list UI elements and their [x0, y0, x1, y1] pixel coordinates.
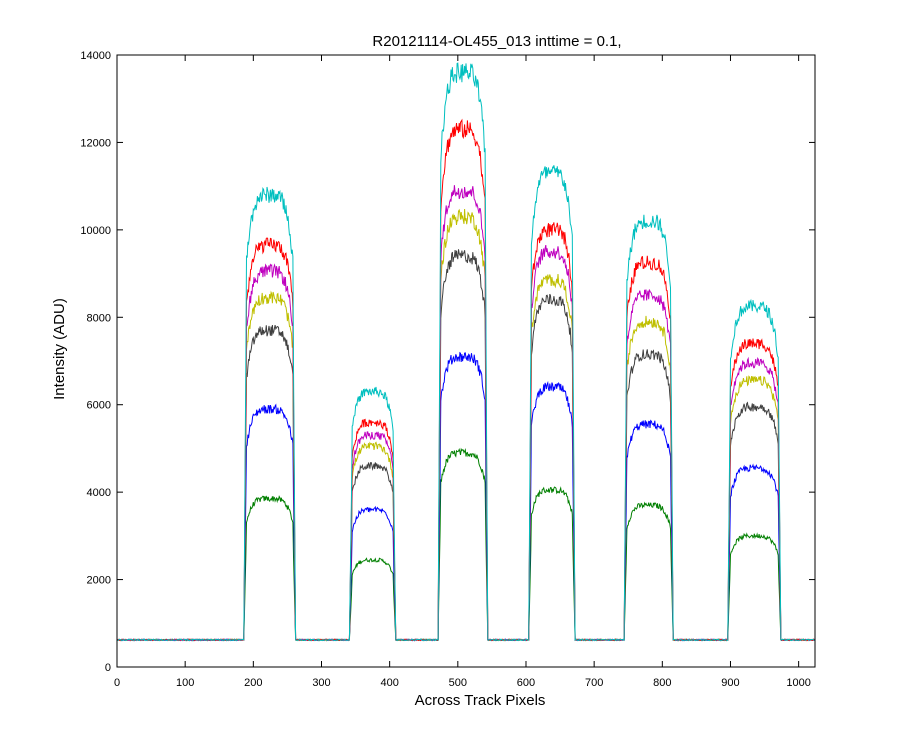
y-tick-label: 4000 — [87, 487, 111, 499]
y-tick-label: 8000 — [87, 312, 111, 324]
x-axis-label: Across Track Pixels — [415, 692, 546, 709]
y-tick-label: 2000 — [87, 575, 111, 587]
y-tick-label: 6000 — [87, 400, 111, 412]
x-tick-label: 700 — [585, 677, 603, 689]
series-line-1 — [116, 447, 816, 642]
series-line-2 — [117, 351, 816, 642]
x-tick-label: 1000 — [786, 677, 810, 689]
y-tick-label: 10000 — [80, 225, 111, 237]
chart-title: R20121114-OL455_013 inttime = 0.1, — [372, 33, 621, 50]
series-line-6 — [116, 118, 816, 642]
x-tick-label: 300 — [312, 677, 330, 689]
x-tick-label: 0 — [114, 677, 120, 689]
axes-box — [116, 54, 816, 668]
y-tick-label: 14000 — [80, 50, 111, 62]
x-tick-label: 500 — [449, 677, 467, 689]
x-tick-label: 600 — [517, 677, 535, 689]
x-tick-label: 100 — [176, 677, 194, 689]
series-line-4 — [116, 208, 816, 642]
y-axis-label: Intensity (ADU) — [51, 298, 68, 400]
series-line-7 — [116, 62, 816, 642]
series-layer — [116, 62, 816, 642]
series-line-3 — [116, 249, 816, 642]
y-tick-label: 12000 — [80, 137, 111, 149]
ticks-layer: 0 100 200 300 400 500 600 700 800 900 100002000400… — [80, 50, 815, 689]
x-tick-label: 900 — [721, 677, 739, 689]
x-tick-label: 800 — [653, 677, 671, 689]
x-tick-label: 200 — [244, 677, 262, 689]
x-tick-label: 400 — [380, 677, 398, 689]
y-tick-label: 0 — [105, 662, 111, 674]
series-line-5 — [116, 185, 816, 642]
